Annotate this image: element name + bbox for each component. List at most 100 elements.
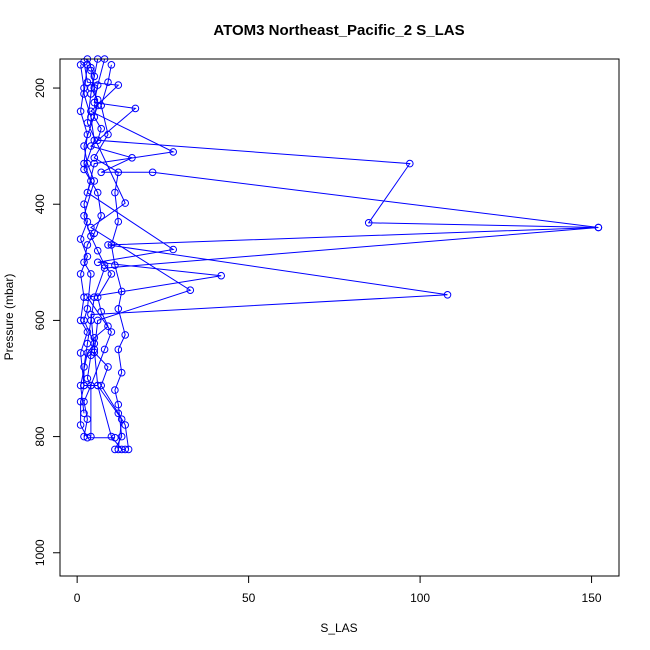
x-tick-label: 100 — [410, 591, 430, 605]
data-point — [83, 433, 92, 442]
data-point — [217, 271, 225, 280]
data-point — [80, 165, 88, 174]
data-point — [169, 148, 177, 156]
data-point — [76, 235, 85, 243]
data-point — [90, 136, 99, 145]
data-point — [80, 212, 88, 220]
x-tick-label: 0 — [74, 591, 81, 605]
data-point — [406, 159, 414, 168]
data-point — [80, 258, 88, 267]
data-point — [93, 188, 102, 197]
series-line-7 — [83, 70, 113, 437]
data-point — [76, 381, 85, 390]
data-point — [76, 270, 85, 278]
data-point — [80, 293, 88, 302]
data-point — [111, 445, 119, 454]
data-point — [80, 90, 88, 98]
data-point — [87, 107, 95, 116]
data-point — [594, 223, 603, 232]
x-axis-label: S_LAS — [320, 621, 357, 635]
data-point — [104, 78, 112, 86]
data-point — [131, 104, 140, 113]
data-point — [83, 130, 92, 139]
data-point — [76, 421, 85, 429]
data-point — [83, 78, 92, 86]
data-point — [111, 386, 119, 394]
series-line-8 — [80, 64, 102, 414]
data-point — [87, 381, 95, 390]
data-point — [117, 287, 126, 296]
data-point — [117, 432, 126, 441]
data-point — [169, 245, 177, 254]
data-point — [114, 409, 123, 418]
x-tick-label: 150 — [582, 591, 602, 605]
y-tick-label: 1000 — [33, 539, 47, 566]
data-point — [83, 252, 92, 261]
data-point — [111, 188, 119, 197]
data-point — [83, 349, 92, 357]
data-point — [114, 345, 123, 354]
data-point — [87, 66, 95, 75]
data-point — [104, 130, 112, 139]
data-point — [83, 241, 92, 249]
data-point — [364, 219, 373, 227]
data-point — [124, 445, 133, 454]
data-point — [83, 415, 92, 424]
data-point — [90, 72, 99, 81]
data-point — [443, 291, 452, 299]
data-point — [114, 168, 123, 177]
data-point — [97, 381, 105, 390]
data-point — [97, 307, 105, 316]
data-point — [87, 113, 95, 121]
data-point — [90, 229, 99, 238]
series-line-3 — [83, 61, 222, 437]
x-axis: 0 50 100 150 — [74, 575, 602, 605]
data-point — [111, 261, 119, 270]
data-point — [80, 316, 88, 325]
data-point — [121, 331, 129, 339]
data-point — [93, 101, 102, 110]
y-axis-label: Pressure (mbar) — [2, 274, 16, 361]
data-point — [114, 217, 123, 226]
data-point — [97, 168, 105, 177]
data-point — [90, 84, 99, 92]
data-point — [107, 328, 116, 336]
data-point — [186, 286, 195, 295]
y-tick-label: 600 — [33, 310, 47, 330]
series-line-2 — [89, 58, 599, 450]
data-point — [97, 212, 105, 220]
data-point — [148, 168, 157, 177]
data-point — [80, 432, 88, 441]
data-point — [93, 316, 102, 325]
data-point — [80, 397, 88, 406]
y-tick-label: 200 — [33, 78, 47, 98]
data-point — [121, 421, 129, 429]
data-point — [76, 107, 85, 116]
data-point — [100, 261, 109, 270]
data-point — [114, 400, 123, 409]
data-point — [107, 241, 116, 249]
data-point — [90, 334, 99, 342]
y-tick-label: 800 — [33, 426, 47, 446]
data-point — [100, 345, 109, 354]
data-point — [90, 339, 99, 348]
data-point — [121, 199, 129, 207]
x-tick-label: 50 — [242, 591, 256, 605]
data-point — [80, 142, 88, 150]
data-point — [107, 270, 116, 278]
series-line-6 — [93, 64, 126, 450]
data-point — [93, 293, 102, 302]
data-point — [93, 258, 102, 267]
data-point — [87, 270, 95, 278]
data-point — [87, 310, 95, 319]
data-point — [104, 363, 112, 371]
data-point — [107, 61, 116, 69]
data-point — [83, 61, 92, 69]
y-tick-label: 400 — [33, 194, 47, 214]
chart-title: ATOM3 Northeast_Pacific_2 S_LAS — [213, 22, 464, 39]
data-point — [80, 409, 88, 418]
data-point — [114, 81, 123, 89]
data-point — [117, 415, 126, 424]
